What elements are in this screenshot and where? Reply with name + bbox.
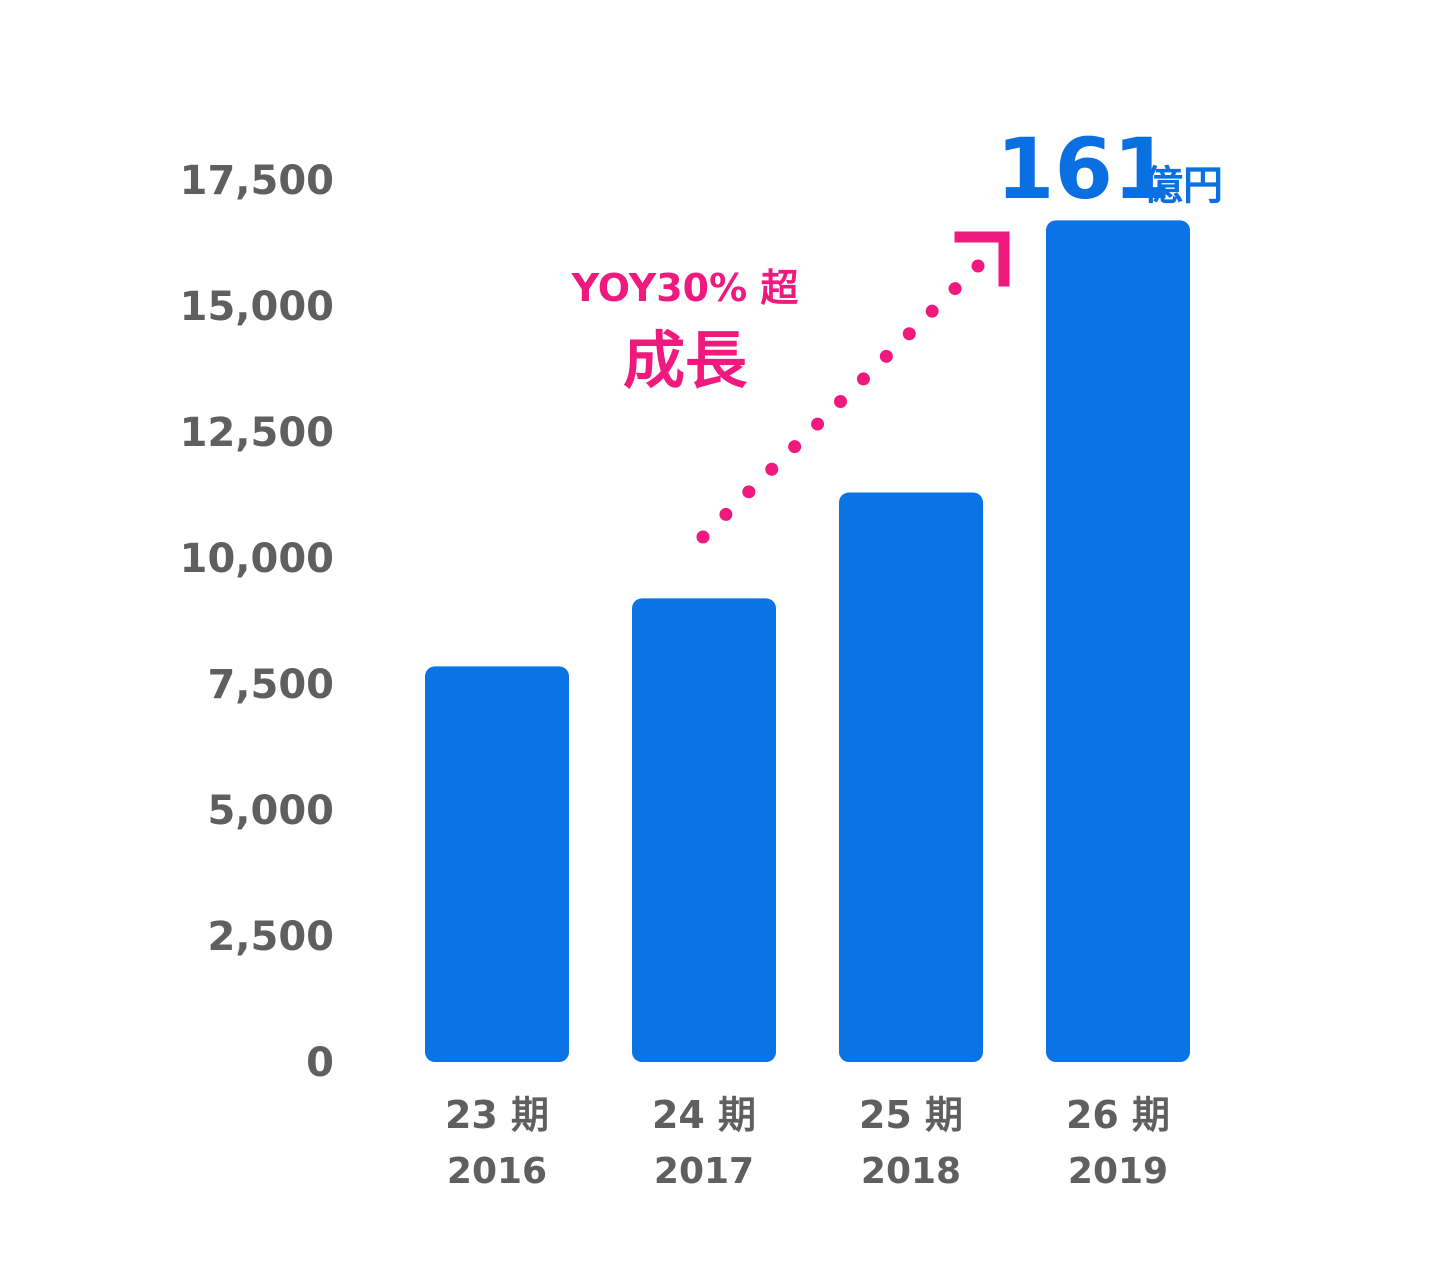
bar	[839, 492, 983, 1063]
trend-dot	[742, 485, 756, 499]
trend-dot	[696, 530, 710, 544]
y-axis: 0 2,500 5,000 7,500 10,000 12,500 15,000 17,500	[180, 158, 334, 1086]
y-tick-label: 17,500	[180, 158, 334, 204]
bar	[425, 666, 569, 1062]
trend-dot	[971, 259, 985, 273]
y-tick-label: 7,500	[207, 662, 334, 708]
trend-arrow-icon	[954, 231, 1010, 287]
trend-dot	[834, 395, 847, 408]
x-category-label: 26 期	[1066, 1093, 1170, 1137]
trend-dot	[811, 417, 825, 431]
growth-label-seicho: 成長	[623, 324, 748, 397]
trend-dot	[902, 327, 916, 341]
growth-annotation: YOY30% 超 成長	[571, 231, 1010, 544]
y-tick-label: 5,000	[207, 788, 334, 834]
trend-dot	[719, 507, 733, 521]
y-tick-label: 0	[306, 1040, 334, 1086]
trend-dot	[925, 304, 939, 318]
trend-dot	[948, 282, 962, 296]
x-year-label: 2018	[861, 1151, 961, 1192]
trend-dot	[788, 440, 802, 454]
bars	[425, 220, 1190, 1063]
x-year-label: 2019	[1068, 1151, 1168, 1192]
value-callout: 161 億円	[996, 120, 1223, 218]
callout-value: 161	[996, 120, 1171, 218]
x-category-label: 25 期	[859, 1093, 963, 1137]
x-category-label: 24 期	[652, 1093, 756, 1137]
y-tick-label: 12,500	[180, 410, 334, 456]
bar	[632, 598, 776, 1062]
x-year-label: 2016	[447, 1151, 547, 1192]
x-year-label: 2017	[654, 1151, 754, 1192]
bar	[1046, 220, 1190, 1062]
x-axis: 23 期 2016 24 期 2017 25 期 2018 26 期 2019	[445, 1093, 1170, 1192]
growth-label-yoy: YOY30% 超	[571, 266, 800, 310]
y-tick-label: 2,500	[207, 914, 334, 960]
trend-dot	[856, 372, 870, 386]
x-category-label: 23 期	[445, 1093, 549, 1137]
y-tick-label: 15,000	[180, 284, 334, 330]
y-tick-label: 10,000	[180, 536, 334, 582]
trend-dots	[696, 259, 985, 544]
trend-dot	[765, 462, 779, 476]
trend-dot	[879, 349, 893, 363]
callout-unit: 億円	[1143, 163, 1223, 209]
